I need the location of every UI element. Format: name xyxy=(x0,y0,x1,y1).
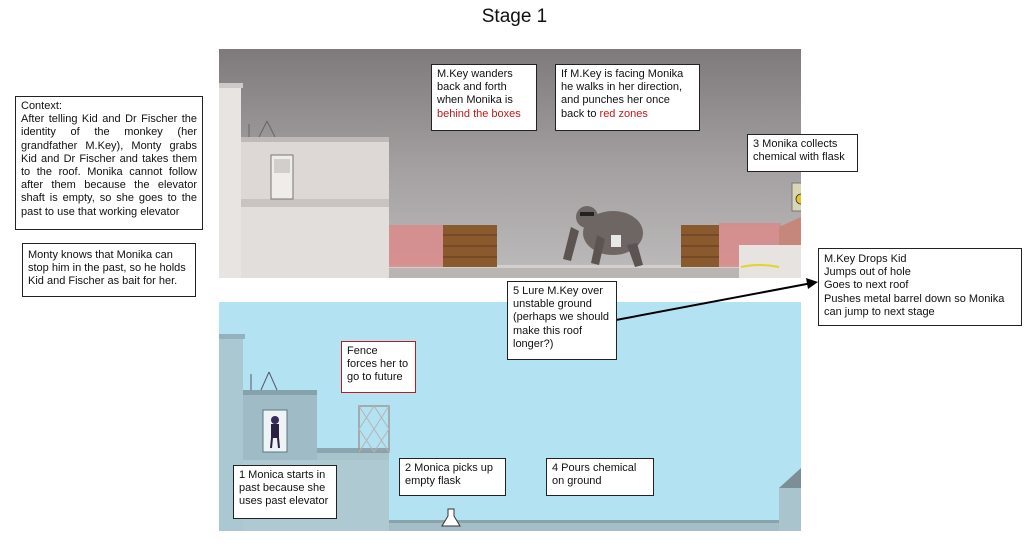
flask-note-text: 2 Monica picks up empty flask xyxy=(405,462,494,488)
drops-line-2: Jumps out of hole xyxy=(824,266,911,279)
mkey-wander-note: M.Key wanders back and forth when Monika… xyxy=(431,64,537,131)
stage-title: Stage 1 xyxy=(481,6,548,27)
collect-chemical-note: 3 Monika collects chemical with flask xyxy=(747,134,858,172)
flask xyxy=(441,508,461,527)
collect-chemical-text: 3 Monika collects chemical with flask xyxy=(753,138,845,164)
mkey-facing-text: If M.Key is facing Monika he walks in he… xyxy=(561,68,684,120)
lure-note-text: 5 Lure M.Key over unstable ground (perha… xyxy=(513,285,610,350)
fence xyxy=(358,405,390,453)
pour-note-text: 4 Pours chemical on ground xyxy=(552,462,637,488)
context-body: After telling Kid and Dr Fischer the ide… xyxy=(21,113,197,218)
fence-note-text: Fence forces her to go to future xyxy=(347,345,409,384)
context-heading: Context: xyxy=(21,100,62,112)
mkey-wander-text: M.Key wanders back and forth when Monika… xyxy=(437,68,513,107)
wooden-box-right xyxy=(681,225,719,267)
fence-note: Fence forces her to go to future xyxy=(341,341,416,393)
flask-note: 2 Monica picks up empty flask xyxy=(399,458,506,496)
monty-note-text: Monty knows that Monika can stop him in … xyxy=(28,249,186,288)
lure-note: 5 Lure M.Key over unstable ground (perha… xyxy=(507,281,617,360)
mkey-facing-note: If M.Key is facing Monika he walks in he… xyxy=(555,64,700,131)
mkey-drops-note: M.Key Drops Kid Jumps out of hole Goes t… xyxy=(818,248,1022,326)
mkey-monkey-sprite xyxy=(563,206,643,267)
wooden-box-left xyxy=(443,225,497,267)
pour-note: 4 Pours chemical on ground xyxy=(546,458,654,496)
start-note-text: 1 Monica starts in past because she uses… xyxy=(239,469,329,508)
context-note: Context: After telling Kid and Dr Fische… xyxy=(15,96,203,230)
monica-sprite xyxy=(270,416,280,449)
red-zones-highlight: red zones xyxy=(599,107,648,120)
behind-boxes-highlight: behind the boxes xyxy=(437,107,521,120)
monty-note: Monty knows that Monika can stop him in … xyxy=(22,243,196,297)
drops-line-4: Pushes metal barrel down so Monika can j… xyxy=(824,292,1005,318)
start-note: 1 Monica starts in past because she uses… xyxy=(233,465,337,519)
drops-line-1: M.Key Drops Kid xyxy=(824,253,907,265)
chemical-barrel xyxy=(791,182,801,212)
drops-line-3: Goes to next roof xyxy=(824,279,909,292)
